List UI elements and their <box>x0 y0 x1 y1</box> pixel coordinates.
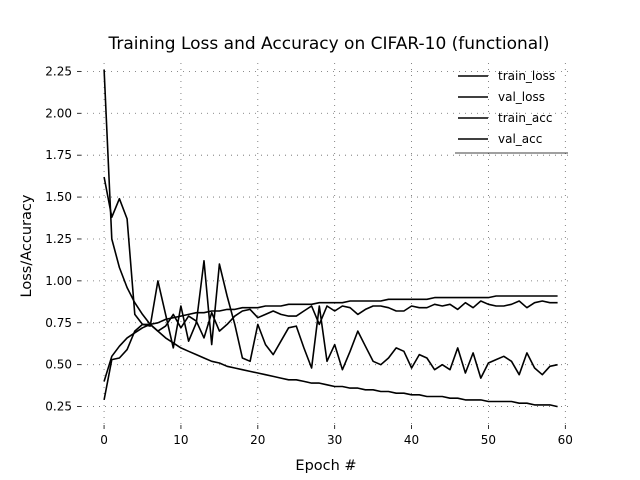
y-axis-ticks: 0.25 0.50 0.75 1.00 1.25 1.50 1.75 2.00 2.25 <box>45 64 81 414</box>
series-line-train-loss <box>103 69 558 408</box>
x-tick-label-4: 40 <box>404 433 419 447</box>
series-line-val-acc <box>103 300 558 401</box>
y-tick-label-0: 0.25 <box>45 400 72 414</box>
legend-label-val-acc: val_acc <box>498 132 542 146</box>
x-tick-label-3: 30 <box>327 433 342 447</box>
x-tick-label-1: 10 <box>173 433 188 447</box>
x-tick-label-5: 50 <box>481 433 496 447</box>
legend-label-train-acc: train_acc <box>498 111 552 125</box>
y-tick-label-3: 1.00 <box>45 274 72 288</box>
series-lines <box>103 69 558 408</box>
legend: train_loss val_loss train_acc val_acc <box>455 69 568 154</box>
y-tick-label-2: 0.75 <box>45 316 72 330</box>
y-tick-label-6: 1.75 <box>45 148 72 162</box>
y-tick-label-8: 2.25 <box>45 64 72 78</box>
series-line-val-loss <box>103 176 558 379</box>
grid <box>81 63 573 425</box>
y-tick-label-1: 0.50 <box>45 358 72 372</box>
legend-label-train-loss: train_loss <box>498 69 555 83</box>
y-axis-label: Loss/Accuracy <box>19 194 35 297</box>
x-axis-ticks: 0 10 20 30 40 50 60 <box>100 425 573 447</box>
chart-title: Training Loss and Accuracy on CIFAR-10 (… <box>107 34 549 54</box>
x-tick-label-0: 0 <box>100 433 108 447</box>
y-tick-label-4: 1.25 <box>45 232 72 246</box>
x-tick-label-6: 60 <box>558 433 573 447</box>
x-tick-label-2: 20 <box>250 433 265 447</box>
y-tick-label-5: 1.50 <box>45 190 72 204</box>
series-line-train-acc <box>103 295 558 382</box>
y-tick-label-7: 2.00 <box>45 106 72 120</box>
legend-label-val-loss: val_loss <box>498 90 545 104</box>
x-axis-label: Epoch # <box>295 458 356 474</box>
